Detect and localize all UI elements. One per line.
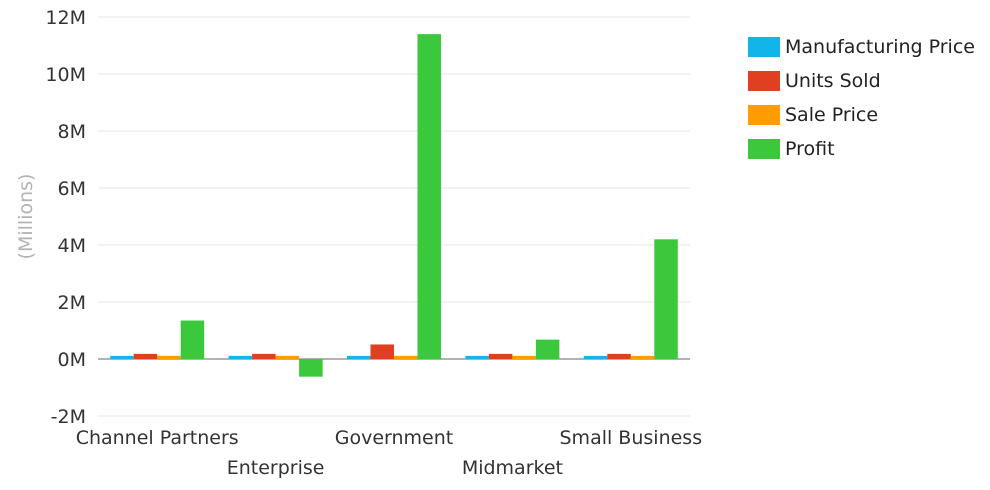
bar-profit bbox=[654, 239, 678, 359]
bar-units-sold bbox=[252, 353, 276, 359]
y-tick-label: 0M bbox=[58, 349, 86, 371]
chart-legend: Manufacturing Price Units Sold Sale Pric… bbox=[748, 30, 975, 166]
y-tick-label: 6M bbox=[58, 178, 86, 200]
legend-item-profit[interactable]: Profit bbox=[748, 132, 975, 166]
bar-manufacturing-price bbox=[228, 355, 253, 359]
y-tick-label: 4M bbox=[58, 235, 86, 257]
bar-units-sold bbox=[488, 353, 513, 359]
legend-label-manufacturing-price: Manufacturing Price bbox=[785, 36, 975, 58]
bar-manufacturing-price bbox=[110, 355, 134, 359]
bar-profit bbox=[535, 339, 560, 359]
bar-sale-price bbox=[157, 355, 181, 359]
bar-manufacturing-price bbox=[583, 355, 608, 359]
legend-item-sale-price[interactable]: Sale Price bbox=[748, 98, 975, 132]
bar-units-sold bbox=[607, 353, 631, 359]
bar-profit bbox=[299, 359, 323, 377]
bar-sale-price bbox=[630, 355, 655, 359]
y-tick-label: -2M bbox=[51, 406, 86, 428]
bar-units-sold bbox=[133, 353, 158, 359]
bar-units-sold bbox=[370, 344, 394, 359]
y-axis-title: (Millions) bbox=[15, 174, 37, 260]
legend-swatch-manufacturing-price bbox=[748, 37, 780, 57]
bar-sale-price bbox=[394, 355, 418, 359]
y-tick-label: 12M bbox=[45, 7, 86, 29]
legend-label-sale-price: Sale Price bbox=[785, 104, 879, 126]
x-category-label: Small Business bbox=[560, 427, 703, 449]
y-tick-label: 2M bbox=[58, 292, 86, 314]
x-category-label: Channel Partners bbox=[76, 427, 239, 449]
bar-sale-price bbox=[275, 355, 300, 359]
bar-profit bbox=[417, 34, 441, 359]
bar-sale-price bbox=[512, 355, 536, 359]
y-tick-label: 8M bbox=[58, 121, 86, 143]
bar-manufacturing-price bbox=[347, 355, 371, 359]
legend-label-units-sold: Units Sold bbox=[785, 70, 881, 92]
legend-item-manufacturing-price[interactable]: Manufacturing Price bbox=[748, 30, 975, 64]
legend-swatch-units-sold bbox=[748, 71, 780, 91]
x-category-label: Government bbox=[335, 427, 454, 449]
legend-label-profit: Profit bbox=[785, 138, 835, 160]
x-category-label: Enterprise bbox=[227, 457, 325, 479]
bar-manufacturing-price bbox=[465, 355, 489, 359]
legend-swatch-sale-price bbox=[748, 105, 780, 125]
legend-item-units-sold[interactable]: Units Sold bbox=[748, 64, 975, 98]
y-tick-label: 10M bbox=[45, 64, 86, 86]
bar-profit bbox=[180, 320, 205, 359]
x-category-label: Midmarket bbox=[462, 457, 563, 479]
legend-swatch-profit bbox=[748, 139, 780, 159]
